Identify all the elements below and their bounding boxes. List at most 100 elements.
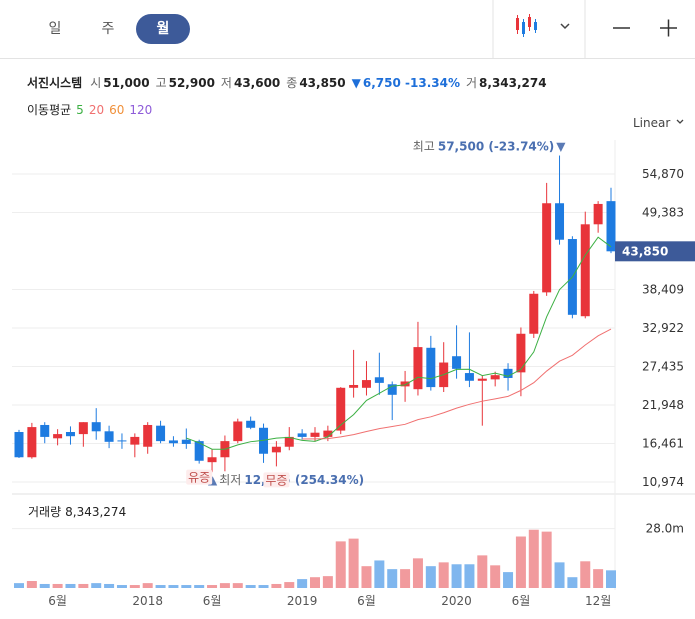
candle-body <box>464 373 474 381</box>
y-tick-label: 38,409 <box>642 282 684 296</box>
candle-body <box>310 432 320 437</box>
zoom-in[interactable] <box>660 19 677 37</box>
candle-body <box>490 375 500 380</box>
volume-bar <box>412 558 423 588</box>
candle-body <box>542 203 552 293</box>
volume-bar <box>142 583 153 588</box>
tab-day[interactable]: 일 <box>48 21 62 37</box>
candle-body <box>529 293 539 334</box>
x-tick-label: 2018 <box>132 594 163 608</box>
summary-value: 43,850 <box>299 76 346 90</box>
price-summary: 서진시스템 시 51,000 고 52,900 저 43,600 종 43,850 ▼ 6,750 … <box>27 74 553 91</box>
volume-bar <box>438 562 449 588</box>
volume-bar <box>361 566 372 588</box>
chart-type-button[interactable] <box>516 14 537 37</box>
dropdown-chevron[interactable] <box>560 23 570 30</box>
summary-label: 시 <box>90 76 102 90</box>
volume-bar <box>606 570 616 588</box>
volume-bar <box>567 577 578 588</box>
tab-week[interactable]: 주 <box>101 21 115 37</box>
volume-bar <box>78 583 89 588</box>
candle-body <box>53 434 63 439</box>
ma-legend-item: 5 <box>76 103 84 117</box>
candle-body <box>27 427 37 458</box>
candle-body <box>246 420 256 428</box>
y-tick-label: 10,974 <box>642 475 684 489</box>
volume-bar <box>348 538 359 588</box>
candle-body <box>477 378 487 381</box>
candle-body <box>40 424 50 437</box>
volume-bar <box>65 583 76 588</box>
candle-body <box>207 457 217 463</box>
volume-bar <box>477 555 488 588</box>
event-badge <box>186 469 213 485</box>
tab-month[interactable]: 월 <box>136 14 190 44</box>
candle-body <box>233 421 243 442</box>
y-tick-label: 16,461 <box>642 436 684 450</box>
volume-bar <box>322 576 333 588</box>
candle-body <box>400 381 410 387</box>
candle-body <box>387 384 397 395</box>
annotation-marker: ▲ <box>208 473 218 487</box>
volume-bar <box>490 565 501 588</box>
scale-select[interactable]: Linear <box>633 116 686 130</box>
volume-bar <box>374 560 385 588</box>
candle-body <box>14 431 24 458</box>
volume-bar <box>104 583 115 588</box>
volume-bar <box>155 585 166 588</box>
x-tick-label: 6월 <box>357 594 376 608</box>
volume-bar <box>554 562 565 588</box>
candle-body <box>349 384 359 388</box>
candle-body <box>593 203 603 225</box>
volume-bar <box>503 572 514 588</box>
candle-body <box>65 431 75 437</box>
candle-body <box>130 436 140 445</box>
annotation-label: 최고 <box>413 140 435 154</box>
x-tick-label: 6월 <box>203 594 222 608</box>
x-tick-label: 2020 <box>441 594 472 608</box>
toolbar-icons <box>492 0 677 58</box>
volume-tick-label: 28.0m <box>646 522 684 536</box>
volume-bar <box>52 583 63 588</box>
candle-body <box>156 425 166 442</box>
stock-name: 서진시스템 <box>27 76 83 90</box>
candle-body <box>117 440 127 442</box>
event-label: 무증 <box>265 473 287 487</box>
volume-value: 8,343,274 <box>65 505 126 519</box>
volume-bar <box>129 585 140 588</box>
x-tick-label: 12월 <box>585 594 611 608</box>
candle-body <box>361 380 371 388</box>
volume-bar <box>451 564 462 588</box>
summary-label: 고 <box>155 76 167 90</box>
volume-bar <box>26 581 37 588</box>
x-tick-label: 2019 <box>287 594 318 608</box>
event-label: 유증 <box>188 471 210 485</box>
volume-bar <box>39 583 50 588</box>
annotation-text: 57,500 (-23.74%) <box>438 140 554 154</box>
x-tick-label: 6월 <box>48 594 67 608</box>
volume-bar <box>515 536 526 588</box>
candle-body <box>413 347 423 390</box>
volume-bar <box>258 585 269 588</box>
candle-body <box>271 446 281 453</box>
ma-legend-item: 60 <box>109 103 125 117</box>
volume-bar <box>335 541 346 588</box>
volume-bar <box>528 529 539 588</box>
candle-body <box>336 387 346 431</box>
candle-body <box>104 431 114 442</box>
summary-label: 저 <box>220 76 232 90</box>
volume-bar <box>116 585 127 588</box>
volume-bar <box>400 569 411 588</box>
summary-value: 8,343,274 <box>479 76 547 90</box>
volume-bar <box>425 566 436 588</box>
current-price-tag <box>615 241 695 262</box>
ma-legend: 이동평균 5 20 60 120 <box>27 101 157 118</box>
ma-legend-item: 120 <box>129 103 153 117</box>
volume-bar <box>271 583 282 588</box>
y-tick-label: 32,922 <box>642 321 684 335</box>
volume-title: 거래량 8,343,274 <box>28 505 126 519</box>
annotation-marker: ▼ <box>556 140 566 154</box>
volume-bar <box>207 585 218 588</box>
